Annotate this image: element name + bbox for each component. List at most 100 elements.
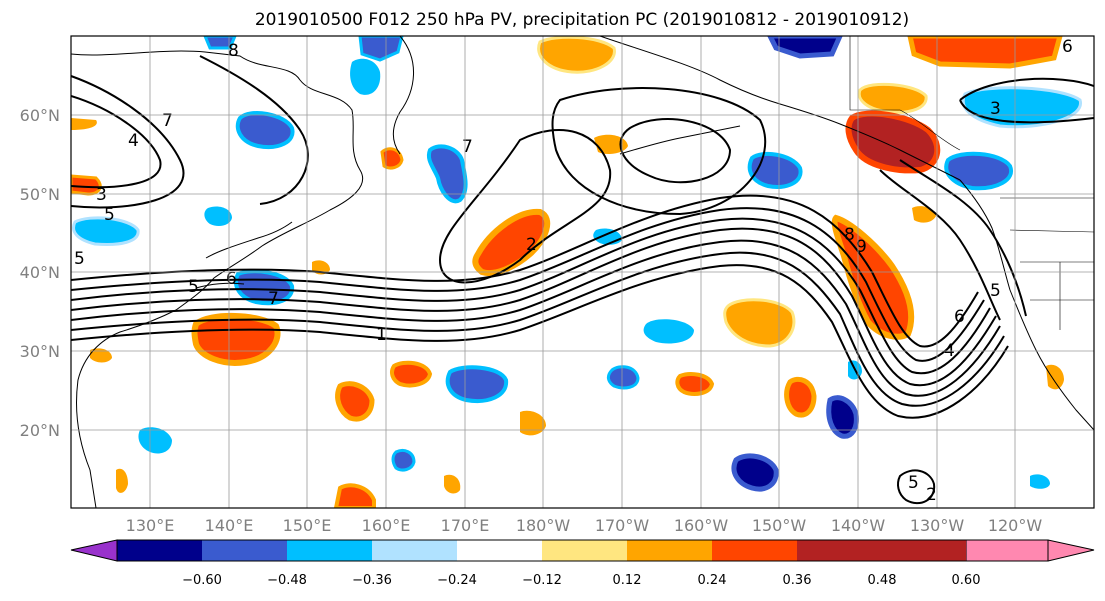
precip-pos-blob (520, 410, 546, 436)
colorbar-segment (882, 540, 966, 561)
precip-negative-shading (72, 36, 1082, 492)
precip-pos-blob (675, 372, 715, 396)
lon-label: 130°W (910, 516, 965, 535)
pv-contour (619, 118, 732, 184)
precip-pos-blob (116, 468, 128, 493)
contour-label: 6 (1062, 37, 1073, 57)
lon-label: 170°W (595, 516, 650, 535)
contour-label: 2 (926, 485, 937, 505)
precip-neg-blob (767, 36, 843, 59)
contour-label: 8 (228, 41, 239, 61)
coastline-aleutians (619, 125, 741, 155)
pv-contour (71, 251, 1005, 407)
precip-pos-blob (333, 483, 376, 508)
precip-neg-blob (235, 111, 295, 149)
lon-label: 140°W (831, 516, 886, 535)
precip-pos-blob (723, 298, 796, 348)
contour-label: 4 (128, 131, 139, 151)
colorbar (70, 539, 1095, 562)
precip-neg-blob (445, 365, 509, 403)
colorbar-tick-label: 0.24 (698, 573, 727, 588)
coastline-kamchatka (392, 36, 414, 155)
colorbar-tick-label: 0.36 (783, 573, 812, 588)
pv-contours (71, 55, 1094, 505)
precip-neg-blob (944, 151, 1014, 191)
contour-label: 6 (954, 307, 965, 327)
precip-pos-blob (784, 376, 817, 418)
contour-label: 5 (188, 277, 199, 297)
lon-label: 150°E (283, 516, 332, 535)
precip-neg-blob (747, 151, 803, 189)
contour-label: 8 (844, 225, 855, 245)
coastlines (71, 36, 1094, 508)
colorbar-segment (627, 540, 712, 561)
precip-pos-blob (71, 118, 97, 130)
pv-contour (71, 239, 1001, 397)
colorbar-segment (372, 540, 457, 561)
colorbar-frame (116, 539, 1049, 562)
precip-pos-blob (90, 348, 112, 363)
pv-contour (71, 194, 979, 348)
precip-pos-blob (444, 474, 461, 494)
pv-contour (879, 169, 1001, 321)
lon-label: 180°W (516, 516, 571, 535)
lon-label: 140°E (205, 516, 254, 535)
contour-label: 5 (908, 473, 919, 493)
lon-label: 170°E (441, 516, 490, 535)
pv-contour (71, 227, 997, 387)
pv-contour (897, 469, 936, 505)
precip-neg-blob (138, 427, 172, 454)
lon-label: 150°W (752, 516, 807, 535)
pv-contour (71, 217, 991, 375)
precip-pos-blob (857, 82, 928, 114)
precip-neg-blob (391, 448, 416, 472)
lat-label: 30°N (20, 342, 60, 361)
coastline-alaska (599, 36, 961, 181)
gridlines (71, 36, 1094, 508)
precip-pos-blob (907, 36, 1063, 69)
colorbar-tick-label: −0.48 (267, 573, 307, 588)
colorbar-segment (542, 540, 627, 561)
colorbar-tick-label: −0.24 (437, 573, 477, 588)
colorbar-tick-label: −0.36 (352, 573, 392, 588)
pv-contour (71, 264, 1009, 419)
precip-neg-blob (606, 365, 640, 390)
contour-label: 3 (96, 185, 107, 205)
precip-pos-blob (1046, 364, 1064, 390)
precip-pos-blob (845, 110, 941, 174)
precip-neg-blob (72, 216, 140, 246)
pv-contour (551, 87, 767, 216)
coastline-asia (71, 50, 364, 508)
precip-pos-blob (191, 313, 281, 366)
lon-label: 130°E (126, 516, 175, 535)
lon-label: 160°E (362, 516, 411, 535)
precip-neg-blob (826, 395, 859, 439)
precip-pos-blob (380, 147, 404, 170)
pv-contour (71, 75, 185, 209)
colorbar-extend-min (70, 539, 118, 562)
colorbar-tick-label: −0.12 (522, 573, 562, 588)
contour-label: 6 (226, 269, 237, 289)
contour-label: 9 (856, 237, 867, 257)
colorbar-tick-labels: −0.60 −0.48 −0.36 −0.24 −0.12 0.12 0.24 … (182, 573, 980, 588)
coastline-japan (195, 221, 293, 289)
precip-neg-blob (643, 319, 694, 344)
colorbar-tick-label: −0.60 (182, 573, 222, 588)
lon-labels: 130°E 140°E 150°E 160°E 170°E 180°W 170°… (126, 516, 1043, 535)
precip-pos-blob (472, 208, 551, 276)
lon-label: 120°W (988, 516, 1043, 535)
map-title: 2019010500 F012 250 hPa PV, precipitatio… (255, 10, 909, 30)
colorbar-segment (202, 540, 287, 561)
lat-labels: 60°N 50°N 40°N 30°N 20°N (20, 106, 60, 440)
precip-pos-blob (537, 36, 616, 74)
precip-pos-blob (390, 360, 433, 388)
pv-contour (899, 159, 1027, 317)
contour-label: 7 (268, 289, 279, 309)
canada-border (849, 36, 961, 151)
precip-neg-blob (350, 58, 381, 95)
colorbar-segment (287, 540, 372, 561)
lon-label: 160°W (674, 516, 729, 535)
precip-neg-blob (203, 36, 237, 50)
coastline-na-west (959, 179, 1094, 431)
